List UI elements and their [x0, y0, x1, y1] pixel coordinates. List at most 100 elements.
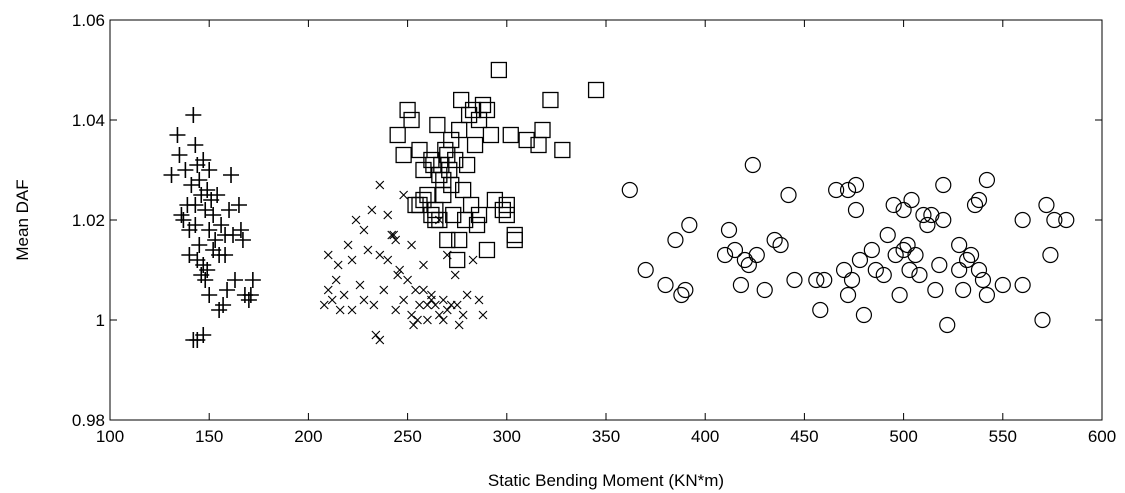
- square-point: [427, 211, 444, 229]
- square-point: [411, 196, 428, 214]
- x-point: [403, 275, 412, 285]
- circle-point: [966, 196, 984, 214]
- x-point: [419, 285, 428, 295]
- x-point: [383, 210, 393, 220]
- circle-point: [847, 201, 865, 219]
- circle-point: [786, 271, 803, 289]
- circle-point: [939, 316, 956, 334]
- data-points: [163, 61, 1075, 348]
- circle-point: [1034, 311, 1051, 329]
- circle-point: [970, 191, 988, 209]
- circle-point: [855, 306, 873, 324]
- x-point: [419, 260, 428, 270]
- plus-point: [195, 152, 212, 168]
- plus-point: [185, 107, 202, 123]
- circle-point: [839, 181, 857, 199]
- square-point: [399, 101, 416, 119]
- plus-point: [207, 232, 224, 248]
- y-tick-labels: 0.98 1 1.02 1.04 1.06: [72, 11, 105, 430]
- plus-point: [201, 162, 218, 178]
- x-point: [468, 255, 478, 265]
- series-x: [319, 180, 488, 345]
- circle-point: [673, 286, 690, 304]
- circle-point: [919, 216, 936, 234]
- square-point: [478, 241, 496, 259]
- circle-point: [951, 261, 968, 279]
- plus-point: [179, 197, 196, 213]
- x-tick-label: 150: [195, 427, 223, 446]
- plus-point: [199, 262, 216, 278]
- circle-point: [828, 181, 845, 199]
- plus-point: [211, 302, 228, 318]
- plus-point: [169, 127, 186, 143]
- circle-point: [621, 181, 638, 199]
- circle-point: [744, 156, 761, 174]
- circle-point: [935, 211, 952, 229]
- circle-point: [835, 261, 853, 279]
- y-tick-label: 1.02: [72, 211, 105, 230]
- x-tick-label: 100: [96, 427, 124, 446]
- series-circle: [621, 156, 1075, 334]
- x-tick-label: 300: [493, 427, 521, 446]
- circle-point: [974, 271, 992, 289]
- y-tick-label: 1.04: [72, 111, 105, 130]
- plus-point: [191, 237, 208, 253]
- circle-point: [637, 261, 654, 279]
- plus-point: [195, 327, 212, 343]
- circle-point: [843, 271, 861, 289]
- x-point: [450, 270, 460, 280]
- circle-point: [895, 241, 912, 259]
- plus-point: [171, 147, 188, 163]
- square-point: [449, 251, 466, 269]
- square-point: [470, 206, 488, 224]
- square-point: [403, 111, 420, 129]
- x-tick-label: 400: [691, 427, 719, 446]
- x-point: [415, 300, 424, 310]
- x-point: [371, 330, 381, 340]
- x-point: [331, 275, 341, 285]
- circle-point: [994, 276, 1011, 294]
- x-point: [375, 180, 385, 190]
- circle-point: [879, 226, 896, 244]
- x-point: [427, 295, 436, 305]
- square-point: [451, 121, 468, 139]
- circle-point: [907, 246, 924, 264]
- circle-point: [1014, 211, 1031, 229]
- x-point: [375, 335, 385, 345]
- x-point: [367, 205, 377, 215]
- circle-point: [887, 246, 904, 264]
- y-tick-label: 1.06: [72, 11, 105, 30]
- plus-point: [242, 287, 259, 303]
- square-point: [518, 131, 535, 149]
- circle-point: [927, 281, 944, 299]
- x-point: [323, 250, 333, 260]
- circle-point: [911, 266, 928, 284]
- plus-point: [201, 222, 218, 238]
- circle-point: [935, 176, 952, 194]
- x-point: [379, 285, 389, 295]
- plus-point: [173, 207, 190, 223]
- x-point: [462, 290, 472, 300]
- circle-point: [780, 186, 797, 204]
- square-point: [587, 81, 605, 99]
- x-point: [339, 290, 349, 300]
- circle-point: [962, 246, 980, 264]
- square-point: [443, 176, 460, 194]
- x-point: [478, 310, 488, 320]
- x-point: [359, 295, 369, 305]
- x-point: [383, 255, 393, 265]
- x-axis-label: Static Bending Moment (KN*m): [488, 471, 724, 490]
- x-point: [399, 295, 409, 305]
- x-point: [423, 315, 432, 325]
- square-point: [460, 106, 478, 124]
- plus-point: [205, 207, 222, 223]
- circle-point: [903, 191, 920, 209]
- square-point: [466, 136, 484, 154]
- x-tick-label: 600: [1088, 427, 1116, 446]
- circle-point: [885, 196, 902, 214]
- x-point: [369, 300, 379, 310]
- circle-point: [1038, 196, 1055, 214]
- circle-point: [895, 201, 912, 219]
- circle-point: [766, 231, 783, 249]
- square-point: [554, 141, 571, 159]
